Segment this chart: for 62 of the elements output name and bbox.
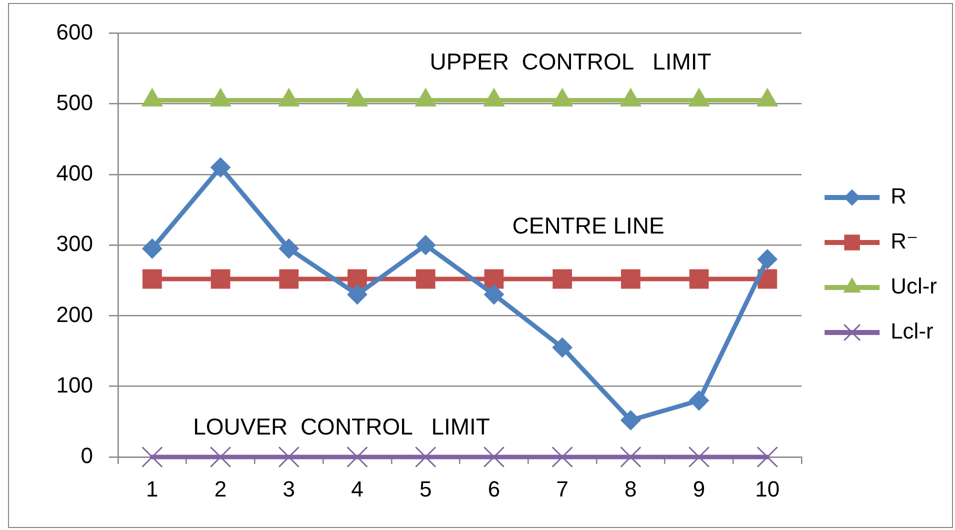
point [620,269,640,289]
y-tick-label: 0 [80,443,93,468]
point [484,284,504,305]
point [688,88,710,107]
point [552,446,573,468]
point [210,88,231,107]
point [348,269,367,289]
point [346,88,368,107]
annotation: UPPER CONTROL LIMIT [430,48,712,75]
point [278,446,300,468]
x-tick-label: 7 [556,476,568,502]
y-tick-label: 200 [56,302,93,327]
y-tick-label: 100 [56,372,93,398]
point [278,238,299,259]
point [552,338,572,358]
point [756,88,778,107]
point [279,269,299,289]
point [142,238,162,259]
point [620,410,641,430]
y-tick-label: 600 [56,19,93,44]
point [346,446,368,468]
annotation: LOUVER CONTROL LIMIT [193,414,490,440]
point [347,284,368,305]
point [142,88,163,107]
point [483,446,505,468]
point [756,446,778,468]
x-tick-label: 1 [146,476,158,502]
point [620,446,642,468]
point [552,269,572,289]
x-tick-label: 2 [214,476,227,502]
x-tick-label: 4 [351,476,364,502]
point [689,269,709,289]
legend-label: Lcl-r [890,318,934,344]
x-tick-label: 3 [282,476,296,502]
legend-label: R⁻ [890,228,918,254]
legend-label: Ucl-r [890,274,938,299]
point [210,446,232,468]
x-tick-label: 10 [755,476,780,502]
point [688,446,710,468]
point [689,390,710,410]
annotation: CENTRE LINE [512,212,664,239]
y-tick-label: 500 [56,90,93,115]
point [210,269,230,289]
point [416,269,436,289]
y-tick-label: 400 [56,160,93,186]
point [552,88,573,107]
x-tick-label: 6 [488,476,500,502]
point [142,446,163,468]
point [757,249,778,270]
y-tick-label: 300 [56,231,93,256]
x-tick-label: 8 [624,476,637,502]
point [484,88,504,107]
point [278,88,300,107]
point [416,235,436,256]
point [620,88,642,107]
point [414,446,436,468]
x-tick-label: 5 [419,476,432,502]
x-tick-label: 9 [692,476,706,502]
point [210,157,231,178]
point [415,88,436,107]
legend-label: R [890,184,906,209]
point [142,269,162,289]
